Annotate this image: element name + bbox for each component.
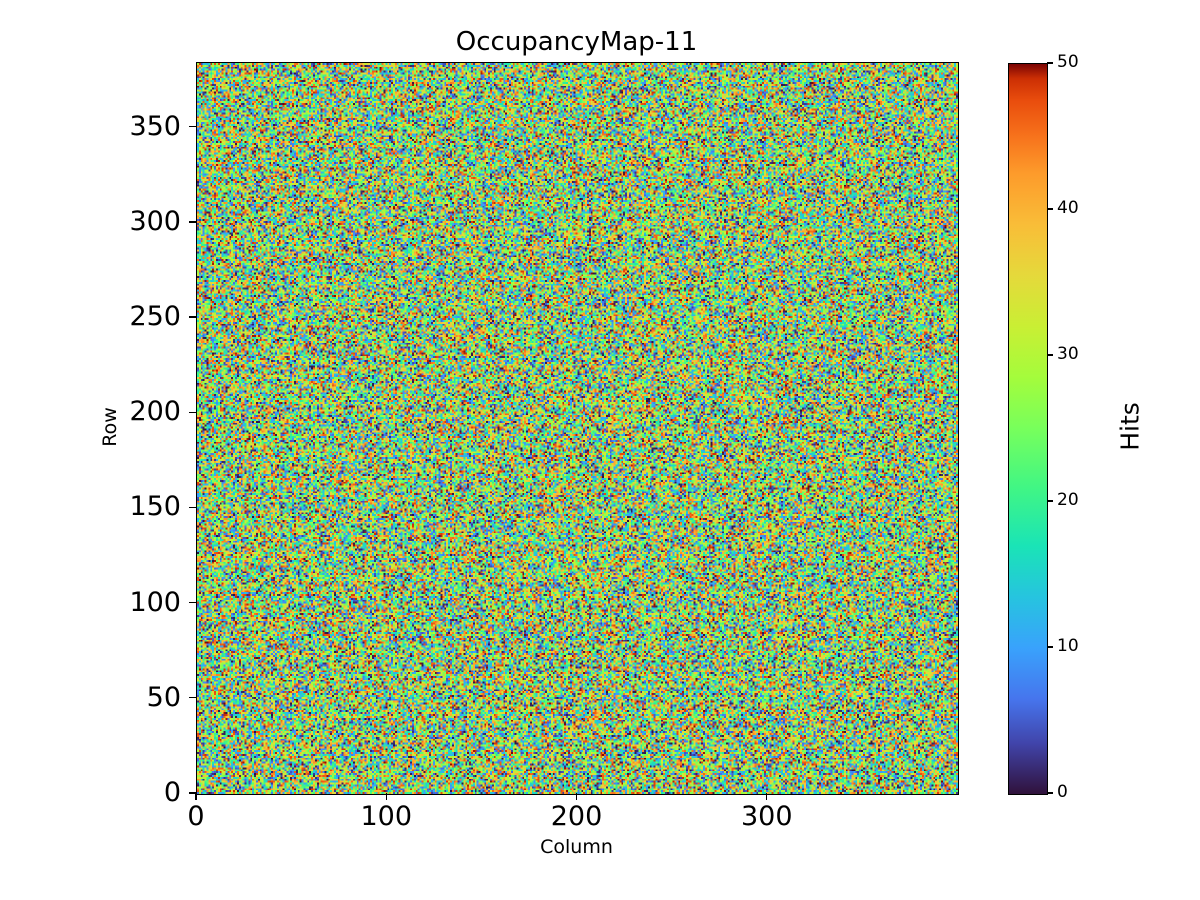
y-tick-mark [189, 697, 196, 699]
colorbar-tick-label: 10 [1057, 636, 1079, 656]
colorbar-tick-label: 40 [1057, 198, 1079, 218]
colorbar-tick-mark [1047, 354, 1054, 356]
y-axis-label: Row [99, 406, 121, 447]
colorbar-tick-label: 30 [1057, 344, 1079, 364]
y-tick-mark [189, 126, 196, 128]
x-tick-mark [766, 793, 768, 800]
page-title: OccupancyMap-11 [455, 27, 698, 57]
y-tick-mark [189, 601, 196, 604]
y-tick-label: 350 [129, 110, 181, 142]
x-tick-mark [575, 793, 578, 800]
y-tick-label: 50 [146, 681, 181, 713]
y-tick-mark [189, 506, 196, 509]
y-tick-mark [189, 792, 196, 794]
colorbar[interactable] [1008, 63, 1048, 795]
x-tick-label: 100 [360, 801, 413, 832]
y-tick-mark [189, 411, 196, 413]
y-tick-label: 0 [163, 777, 181, 808]
y-tick-label: 250 [129, 301, 181, 333]
colorbar-label: Hits [1115, 402, 1145, 451]
colorbar-tick-mark [1047, 500, 1054, 502]
x-tick-label: 300 [740, 801, 793, 832]
y-tick-label: 300 [129, 205, 181, 237]
y-tick-label: 150 [129, 491, 181, 523]
heatmap-axes[interactable] [196, 62, 959, 795]
colorbar-tick-mark [1047, 646, 1054, 648]
colorbar-tick-mark [1047, 792, 1054, 794]
x-tick-label: 0 [187, 801, 205, 832]
colorbar-gradient [1009, 64, 1047, 794]
y-tick-mark [189, 221, 196, 223]
heatmap-image[interactable] [197, 63, 958, 794]
x-tick-label: 200 [550, 801, 603, 832]
colorbar-tick-label: 50 [1057, 52, 1079, 72]
colorbar-tick-label: 0 [1057, 782, 1068, 802]
y-tick-label: 100 [129, 586, 181, 618]
x-axis-label: Column [540, 836, 613, 858]
y-tick-label: 200 [129, 396, 181, 428]
colorbar-tick-mark [1047, 62, 1054, 64]
y-tick-mark [189, 316, 196, 318]
colorbar-tick-label: 20 [1057, 490, 1079, 510]
x-tick-mark [385, 793, 387, 800]
colorbar-tick-mark [1047, 208, 1054, 210]
x-tick-mark [195, 793, 197, 800]
